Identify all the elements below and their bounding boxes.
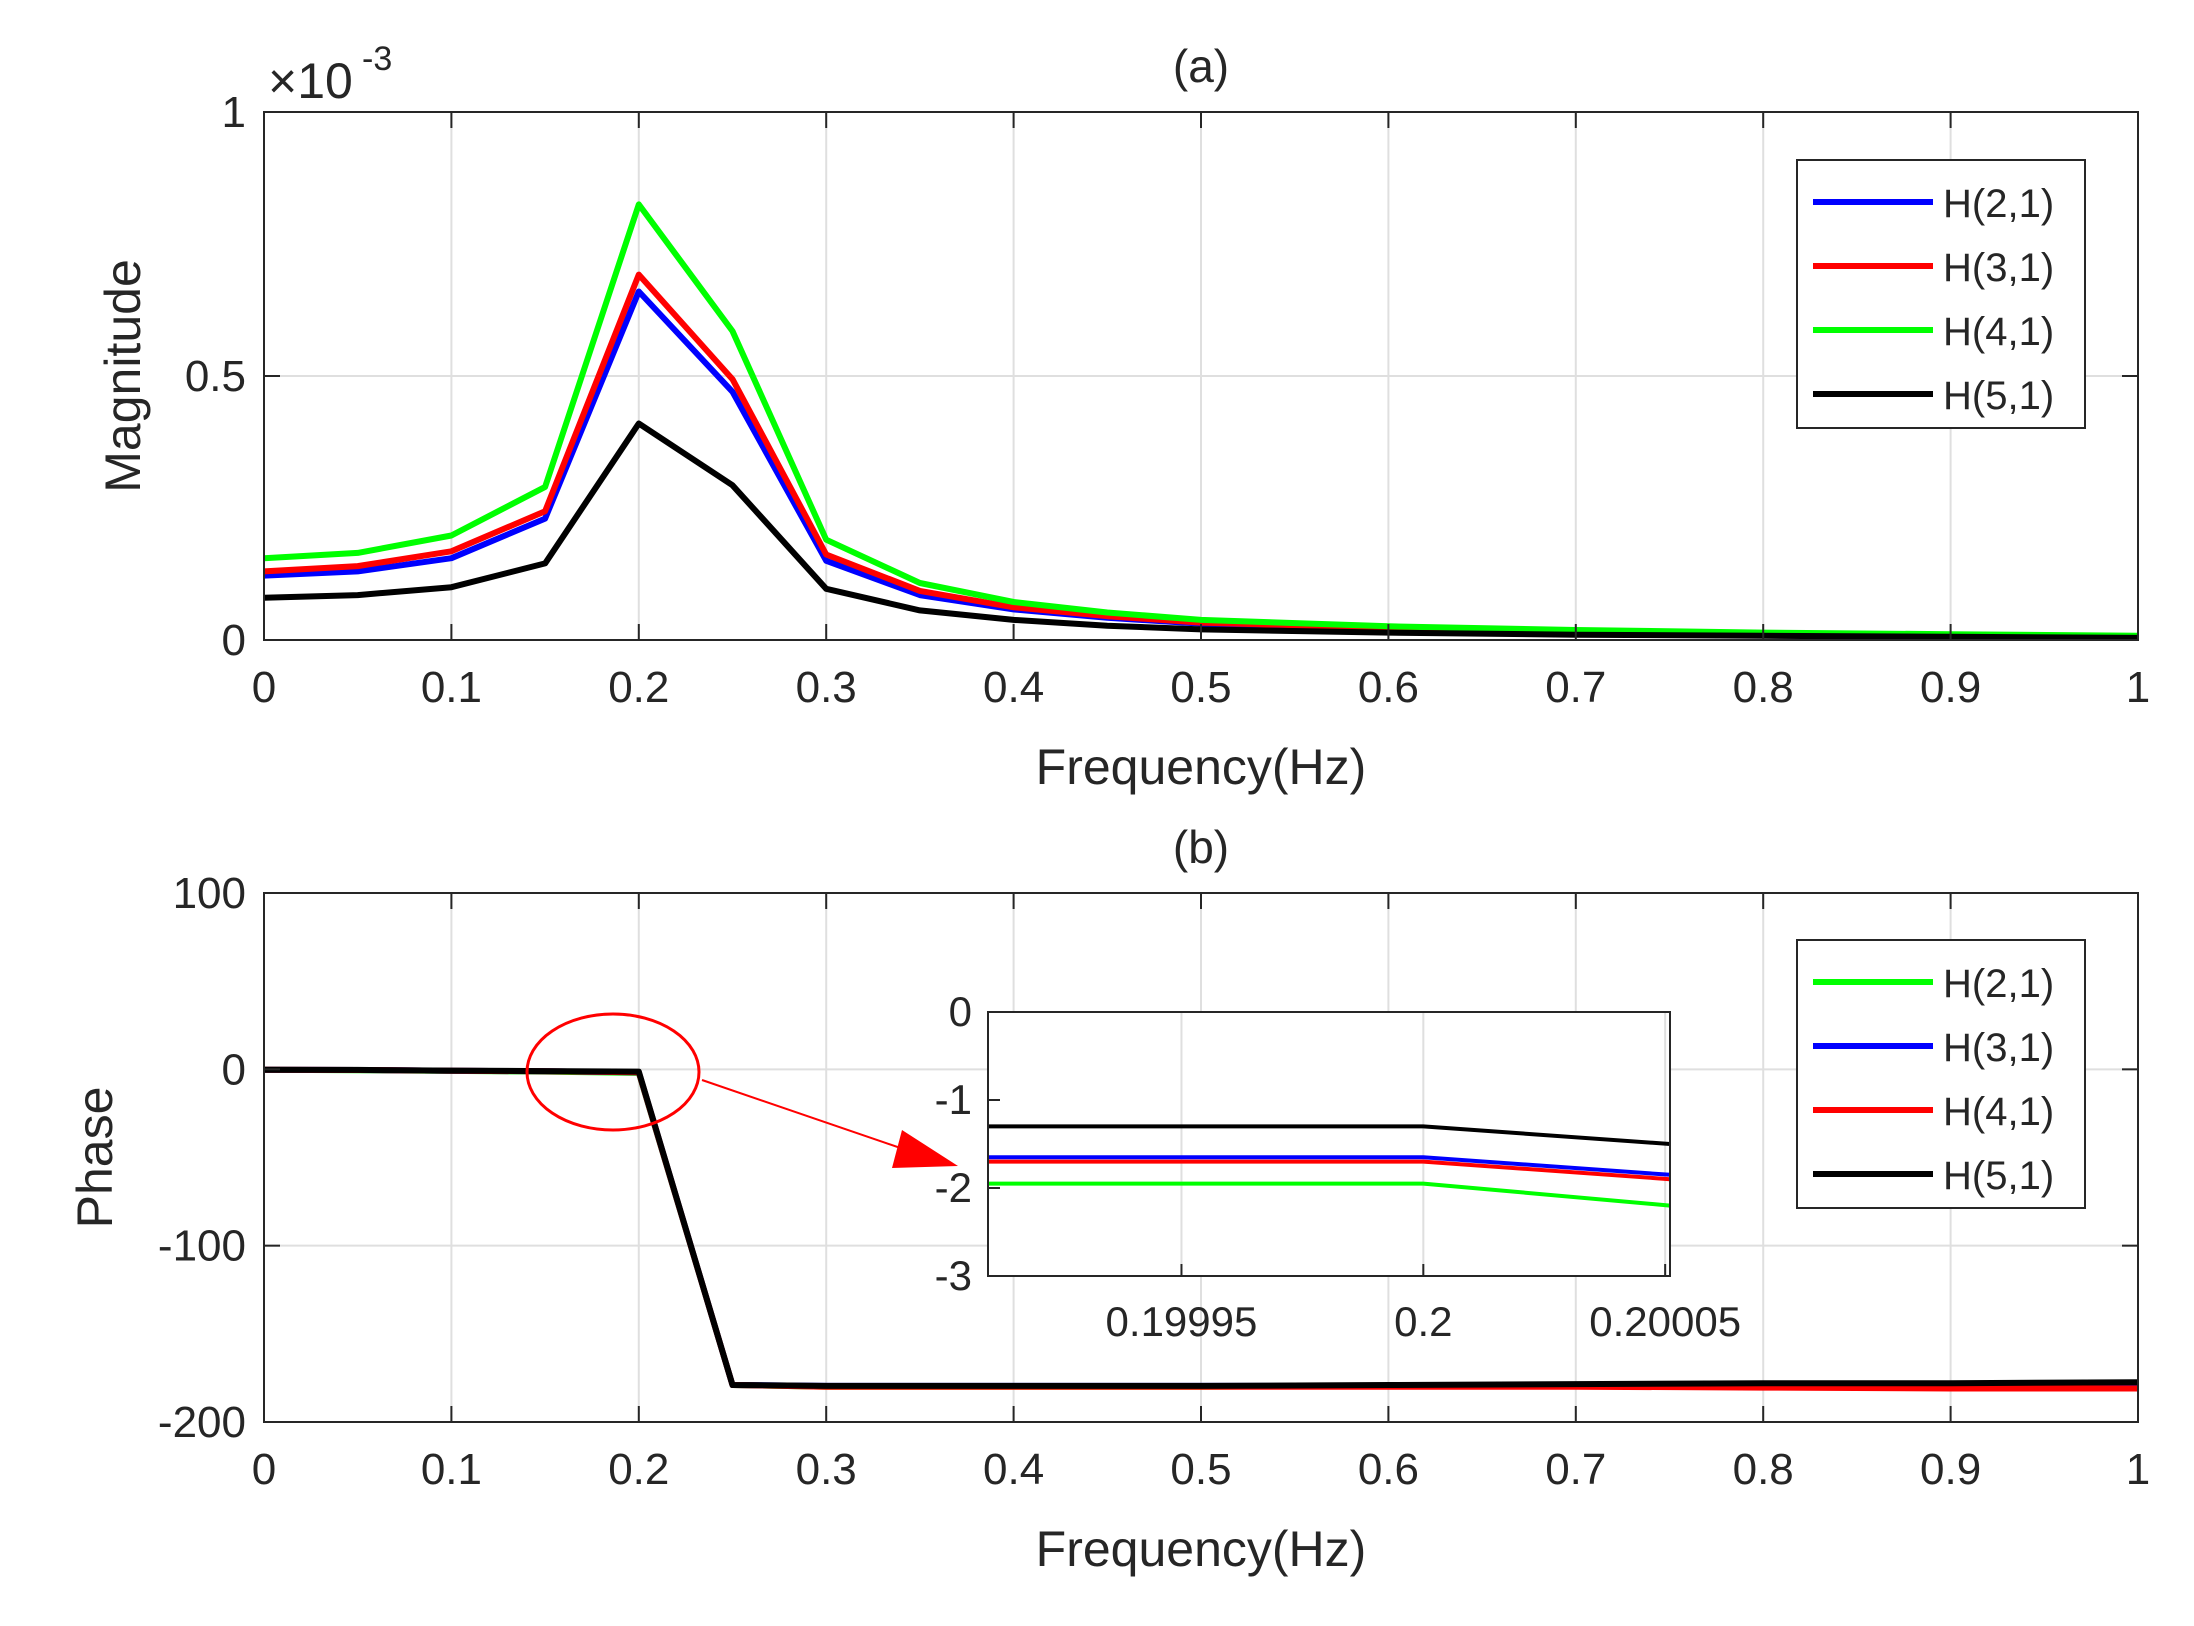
x-tick-label: 0.1 [421, 663, 482, 712]
zoom-arrow-head [892, 1130, 958, 1168]
legend-label: H(2,1) [1943, 182, 2054, 226]
series-line-H(5,1) [263, 420, 2139, 641]
zoom-annotation [525, 1012, 958, 1168]
inset-series-line-H(3,1) [988, 1155, 1671, 1177]
inset-background [988, 1012, 1670, 1276]
inset-y-tick-label: -2 [935, 1164, 972, 1211]
legend-label: H(5,1) [1943, 374, 2054, 418]
legend-label: H(3,1) [1943, 1026, 2054, 1070]
chart-b: 0 0.1 0.2 0.3 0.4 0.5 0.6 0.7 0.8 0.9 1 -200 -100 0 10… [67, 821, 2150, 1577]
y-scale-label: ×10 [268, 53, 353, 109]
x-tick-label: 0 [252, 663, 276, 712]
x-tick-label: 0 [252, 1445, 276, 1494]
legend-label: H(5,1) [1943, 1154, 2054, 1198]
chart-a: 0 0.1 0.2 0.3 0.4 0.5 0.6 0.7 0.8 0.9 1 0 0.5 1 (a) Fre… [95, 40, 2150, 795]
x-axis-label: Frequency(Hz) [1036, 1521, 1367, 1577]
x-tick-label: 0.7 [1545, 663, 1606, 712]
y-tick-label: 0 [222, 616, 246, 665]
x-tick-label: 0.9 [1920, 663, 1981, 712]
zoom-circle [525, 1012, 701, 1132]
x-tick-label: 0.2 [608, 1445, 669, 1494]
legend-label: H(4,1) [1943, 310, 2054, 354]
x-tick-label: 1 [2126, 663, 2150, 712]
inset-y-tick-label: 0 [949, 988, 972, 1035]
x-tick-label: 0.4 [983, 663, 1044, 712]
y-scale-exponent: -3 [362, 40, 392, 78]
legend-label: H(4,1) [1943, 1090, 2054, 1134]
x-tick-label: 0.5 [1170, 663, 1231, 712]
y-tick-label: 0.5 [185, 352, 246, 401]
inset-series-line-H(4,1) [988, 1159, 1671, 1182]
x-tick-label: 0.8 [1733, 663, 1794, 712]
x-tick-label: 0.5 [1170, 1445, 1231, 1494]
legend-label: H(3,1) [1943, 246, 2054, 290]
legend-label: H(2,1) [1943, 962, 2054, 1006]
x-tick-label: 0.3 [796, 1445, 857, 1494]
zoom-arrow-line [701, 1079, 919, 1155]
inset-y-tick-label: -1 [935, 1076, 972, 1123]
x-tick-label: 0.3 [796, 663, 857, 712]
x-tick-label: 0.4 [983, 1445, 1044, 1494]
inset-series-line-H(2,1) [988, 1181, 1671, 1208]
series-line-H(5,1) [263, 1066, 2139, 1389]
inset-y-tick-label: -3 [935, 1252, 972, 1299]
y-tick-label: 100 [173, 869, 246, 918]
series-line-H(4,1) [263, 201, 2139, 639]
inset-x-tick-label: 0.19995 [1106, 1298, 1258, 1345]
inset-series-line-H(5,1) [988, 1124, 1671, 1146]
inset-chart: 0.19995 0.2 0.20005 -3 -2 -1 0 [935, 988, 1741, 1345]
y-axis-label: Phase [67, 1087, 123, 1229]
y-tick-label: 0 [222, 1045, 246, 1094]
x-axis-label: Frequency(Hz) [1036, 739, 1367, 795]
inset-axes-box [987, 1011, 1671, 1277]
x-tick-label: 0.7 [1545, 1445, 1606, 1494]
y-axis-label: Magnitude [95, 259, 151, 493]
y-tick-label: -100 [158, 1222, 246, 1271]
x-tick-label: 0.6 [1358, 1445, 1419, 1494]
y-tick-label: 1 [222, 88, 246, 137]
x-tick-label: 0.9 [1920, 1445, 1981, 1494]
x-tick-label: 1 [2126, 1445, 2150, 1494]
chart-title: (a) [1173, 40, 1229, 92]
chart-title: (b) [1173, 821, 1229, 873]
legend: H(2,1) H(3,1) H(4,1) H(5,1) [1796, 159, 2086, 429]
x-tick-label: 0.2 [608, 663, 669, 712]
x-tick-label: 0.8 [1733, 1445, 1794, 1494]
legend: H(2,1) H(3,1) H(4,1) H(5,1) [1796, 939, 2086, 1209]
inset-x-tick-label: 0.20005 [1589, 1298, 1741, 1345]
x-tick-label: 0.6 [1358, 663, 1419, 712]
y-tick-label: -200 [158, 1398, 246, 1447]
x-tick-label: 0.1 [421, 1445, 482, 1494]
inset-x-tick-label: 0.2 [1394, 1298, 1452, 1345]
